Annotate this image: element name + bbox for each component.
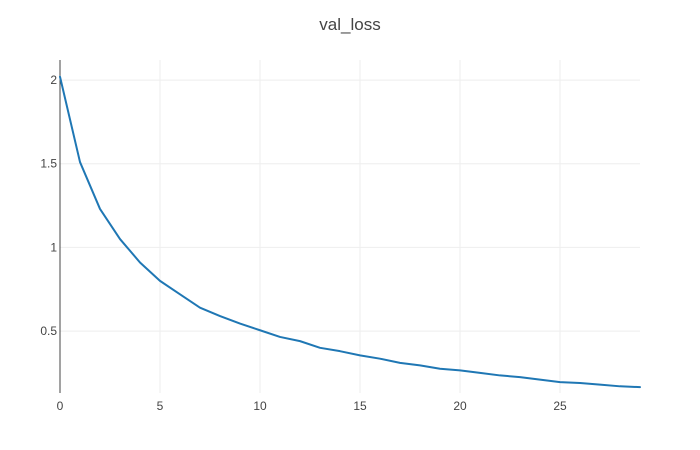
y-tick-label: 1 bbox=[50, 240, 57, 254]
x-tick-label: 20 bbox=[453, 399, 467, 413]
grid bbox=[60, 60, 640, 393]
x-tick-label: 0 bbox=[57, 399, 64, 413]
x-tick-label: 15 bbox=[353, 399, 367, 413]
x-tick-label: 10 bbox=[253, 399, 267, 413]
y-tick-label: 2 bbox=[50, 73, 57, 87]
y-tick-label: 0.5 bbox=[40, 324, 57, 338]
x-tick-label: 25 bbox=[553, 399, 567, 413]
series-line bbox=[59, 75, 641, 389]
x-tick-label: 5 bbox=[157, 399, 164, 413]
y-tick-label: 1.5 bbox=[40, 157, 57, 171]
plot-area bbox=[59, 75, 641, 389]
chart-title: val_loss bbox=[319, 15, 380, 34]
tick-labels: 0 5 10 15 20 25 0.5 1 1.5 2 bbox=[40, 73, 567, 413]
